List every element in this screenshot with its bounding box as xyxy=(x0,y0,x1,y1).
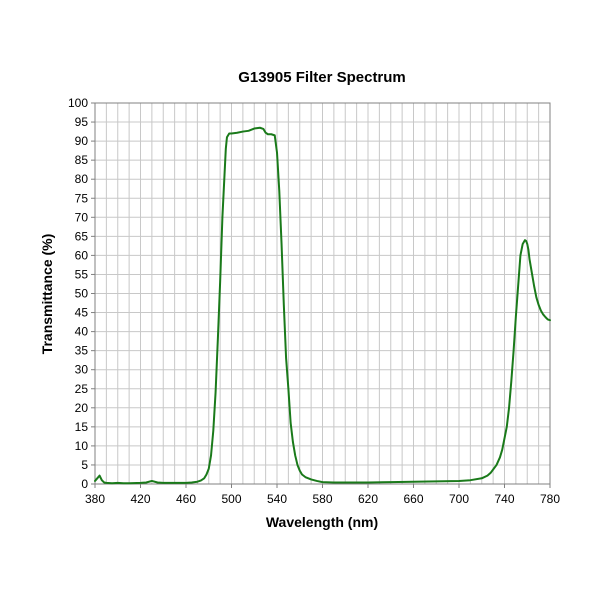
y-tick-label: 55 xyxy=(75,267,89,281)
y-tick-label: 20 xyxy=(75,401,89,415)
transmittance-series-line-0 xyxy=(94,126,551,485)
grid-lines xyxy=(95,103,550,484)
x-axis-title: Wavelength (nm) xyxy=(266,514,378,530)
x-tick-label: 380 xyxy=(85,492,105,506)
y-tick-label: 85 xyxy=(75,153,89,167)
x-tick-label: 580 xyxy=(312,492,332,506)
y-tick-label: 50 xyxy=(75,287,89,301)
y-axis-title: Transmittance (%) xyxy=(39,234,55,355)
y-tick-label: 65 xyxy=(75,229,89,243)
x-tick-label: 460 xyxy=(176,492,196,506)
y-tick-label: 90 xyxy=(75,134,89,148)
series-layer xyxy=(94,126,551,485)
y-tick-label: 0 xyxy=(81,477,88,491)
y-tick-label: 15 xyxy=(75,420,89,434)
y-tick-label: 25 xyxy=(75,382,89,396)
y-tick-label: 40 xyxy=(75,325,89,339)
y-tick-label: 45 xyxy=(75,306,89,320)
y-tick-label: 10 xyxy=(75,439,89,453)
x-tick-label: 740 xyxy=(494,492,514,506)
x-tick-label: 700 xyxy=(449,492,469,506)
y-tick-label: 100 xyxy=(68,96,88,110)
y-axis-ticks: 0 5 10 15 20 25 30 35 40 45 50 55 60 65 70 75 80 85 90 95 10… xyxy=(68,96,95,491)
y-tick-label: 80 xyxy=(75,172,89,186)
y-tick-label: 5 xyxy=(81,458,88,472)
chart-title: G13905 Filter Spectrum xyxy=(238,69,406,86)
x-tick-label: 500 xyxy=(221,492,241,506)
x-tick-label: 420 xyxy=(130,492,150,506)
y-tick-label: 60 xyxy=(75,248,89,262)
x-tick-label: 540 xyxy=(267,492,287,506)
x-axis-ticks: 380 420 460 500 540 580 620 660 700 740 780 xyxy=(85,484,560,506)
y-tick-label: 30 xyxy=(75,363,89,377)
y-tick-label: 35 xyxy=(75,344,89,358)
x-tick-label: 780 xyxy=(540,492,560,506)
x-tick-label: 620 xyxy=(358,492,378,506)
y-tick-label: 95 xyxy=(75,115,89,129)
y-tick-label: 75 xyxy=(75,191,89,205)
x-tick-label: 660 xyxy=(403,492,423,506)
y-tick-label: 70 xyxy=(75,210,89,224)
